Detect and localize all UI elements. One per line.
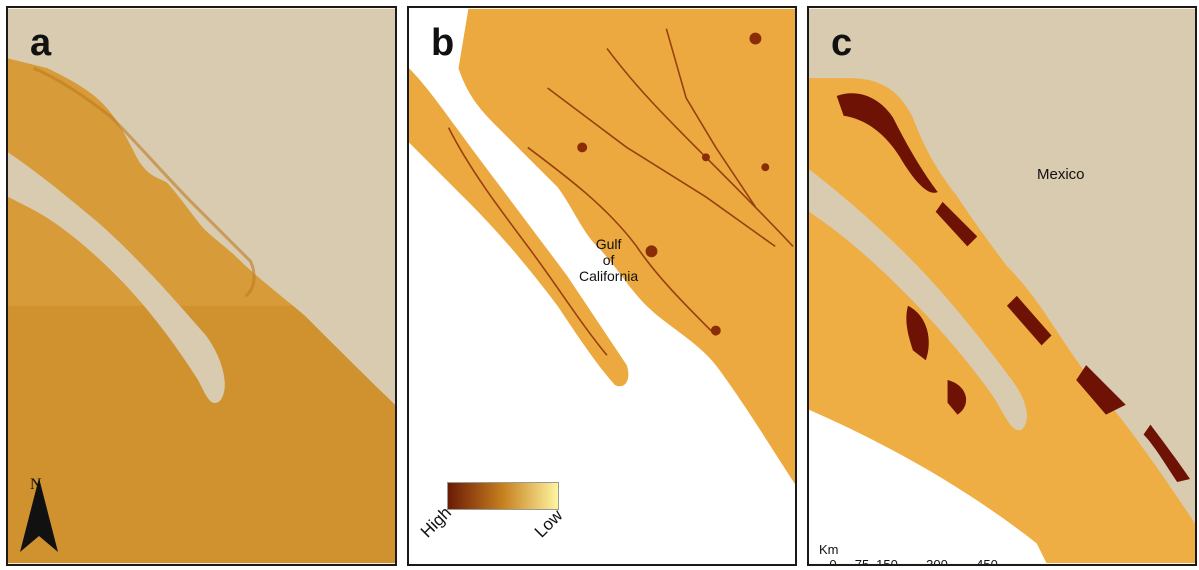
baja-peninsula-land [809, 169, 1027, 431]
mainland-land [8, 8, 395, 405]
map-panel-b: b Gulf of California High Low [407, 6, 797, 566]
baja-peninsula-land [409, 68, 629, 387]
scale-tick-75: 75 [854, 557, 870, 566]
map-panel-a: a N [6, 6, 397, 566]
panel-label-a: a [30, 22, 52, 64]
panel-label-c: c [831, 22, 853, 64]
map-a-canvas [8, 8, 395, 564]
scale-unit-label: Km [819, 542, 839, 557]
panel-label-b: b [431, 22, 455, 64]
map-c-canvas [809, 8, 1195, 564]
legend-color-ramp [447, 482, 559, 510]
city-dots [577, 32, 770, 336]
scale-tick-300: 300 [926, 557, 948, 566]
gulf-label-line1: Gulf [595, 236, 622, 252]
north-arrow-icon [20, 478, 58, 552]
gulf-shading [33, 66, 256, 298]
north-label: N [30, 476, 42, 493]
map-panel-c: c Mexico Km 0 75 150 300 450 [807, 6, 1197, 566]
scale-tick-0: 0 [829, 557, 837, 566]
scale-tick-150: 150 [876, 557, 898, 566]
gulf-of-california-label: Gulf of California [579, 236, 638, 284]
gulf-label-line3: California [579, 268, 639, 285]
mainland-land [809, 8, 1195, 524]
hotspot-areas [836, 93, 1191, 482]
outside-extent [809, 409, 1047, 564]
mainland-land [458, 8, 795, 484]
baja-peninsula-land [8, 152, 225, 404]
road-network [447, 28, 794, 356]
map-b-canvas [409, 8, 795, 564]
gulf-label-line2: of [602, 252, 615, 269]
scale-tick-450: 450 [976, 557, 998, 566]
mexico-label: Mexico [1037, 166, 1085, 183]
